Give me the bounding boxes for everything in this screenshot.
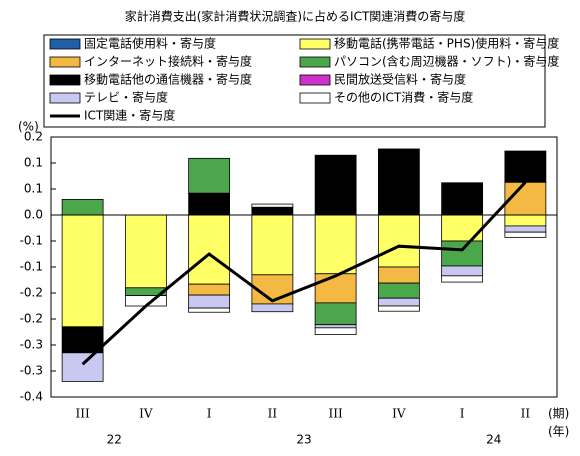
bar-segment xyxy=(441,265,484,277)
x-tick-label: III xyxy=(329,407,343,421)
y-tick-label: -0.3 xyxy=(20,338,43,352)
bar-segment xyxy=(251,303,294,313)
legend-label: 民間放送受信料・寄与度 xyxy=(334,72,466,87)
y-tick-label: 0.2 xyxy=(24,130,43,144)
plot-frame xyxy=(50,136,558,398)
x-unit: (期) xyxy=(548,407,569,421)
bar-segment xyxy=(377,305,420,312)
bar-segment xyxy=(188,294,231,309)
x-tick-label: II xyxy=(268,407,278,421)
x-tick-label: III xyxy=(76,407,90,421)
legend-swatch xyxy=(49,56,81,68)
bar-segment xyxy=(504,150,547,183)
bar-segment xyxy=(188,283,231,296)
legend-label: インターネット接続料・寄与度 xyxy=(84,54,252,69)
x-tick-label: IV xyxy=(392,407,406,421)
bar-segment xyxy=(61,352,104,382)
y-tick-label: -0.4 xyxy=(20,390,43,404)
y-tick-label: -0.1 xyxy=(20,260,43,274)
legend-swatch xyxy=(299,74,331,86)
x-tick-label: IV xyxy=(139,407,153,421)
bar-segment xyxy=(314,154,357,216)
y-unit: (%) xyxy=(18,120,39,134)
bar-segment xyxy=(441,240,484,267)
bar-segment xyxy=(188,214,231,285)
legend-box xyxy=(43,34,546,128)
bar-segment xyxy=(314,273,357,304)
y-tick-label: 0.0 xyxy=(24,208,43,222)
bar-segment xyxy=(377,148,420,216)
bar-segment xyxy=(504,225,547,233)
bar-segment xyxy=(441,214,484,242)
legend-swatch xyxy=(299,38,331,50)
bar-segment xyxy=(504,231,547,238)
bar-segment xyxy=(251,214,294,276)
bar-segment xyxy=(377,297,420,307)
legend-label: 移動電話(携帯電話・PHS)使用料・寄与度 xyxy=(334,36,559,51)
bar-segment xyxy=(251,206,294,216)
bar-segment xyxy=(188,307,231,313)
legend-label: パソコン(含む周辺機器・ソフト)・寄与度 xyxy=(334,54,559,69)
bar-segment xyxy=(314,327,357,335)
bar-segment xyxy=(441,182,484,216)
legend-label: ICT関連・寄与度 xyxy=(84,108,175,123)
legend-label: その他のICT消費・寄与度 xyxy=(334,90,473,105)
bar-segment xyxy=(377,214,420,268)
bar-segment xyxy=(61,326,104,354)
legend-swatch xyxy=(49,92,81,104)
bar-segment xyxy=(377,282,420,299)
y-tick-label: 0.1 xyxy=(24,156,43,170)
y-tick-label: 0.1 xyxy=(24,182,43,196)
y-tick-label: -0.1 xyxy=(20,234,43,248)
y-tick-label: -0.2 xyxy=(20,312,43,326)
year-unit: (年) xyxy=(548,425,569,439)
bar-segment xyxy=(61,198,104,216)
bar-segment xyxy=(314,324,357,329)
y-tick-label: -0.3 xyxy=(20,364,43,378)
bar-segment xyxy=(314,214,357,275)
chart-title: 家計消費支出(家計消費状況調査)に占めるICT関連消費の寄与度 xyxy=(125,9,466,24)
bar-segment xyxy=(504,214,547,227)
y-tick-label: -0.2 xyxy=(20,286,43,300)
bar-segment xyxy=(124,214,167,289)
bar-segment xyxy=(314,302,357,326)
year-label: 23 xyxy=(296,433,311,447)
legend-swatch xyxy=(49,74,81,86)
bar-segment xyxy=(188,192,231,216)
year-label: 22 xyxy=(107,433,122,447)
line xyxy=(81,181,527,366)
bar-segment xyxy=(441,275,484,283)
legend-label: テレビ・寄与度 xyxy=(84,90,168,105)
legend-swatch xyxy=(49,38,81,50)
bar-segment xyxy=(188,157,231,194)
bar-segment xyxy=(61,214,104,328)
year-label: 24 xyxy=(486,433,501,447)
legend-swatch xyxy=(299,56,331,68)
x-tick-label: I xyxy=(460,407,465,421)
bar-segment xyxy=(251,203,294,208)
legend-swatch xyxy=(299,92,331,104)
legend-label: 固定電話使用料・寄与度 xyxy=(84,36,216,51)
bar-segment xyxy=(377,266,420,284)
legend-label: 移動電話他の通信機器・寄与度 xyxy=(84,72,252,87)
x-tick-label: II xyxy=(521,407,531,421)
x-tick-label: I xyxy=(207,407,212,421)
